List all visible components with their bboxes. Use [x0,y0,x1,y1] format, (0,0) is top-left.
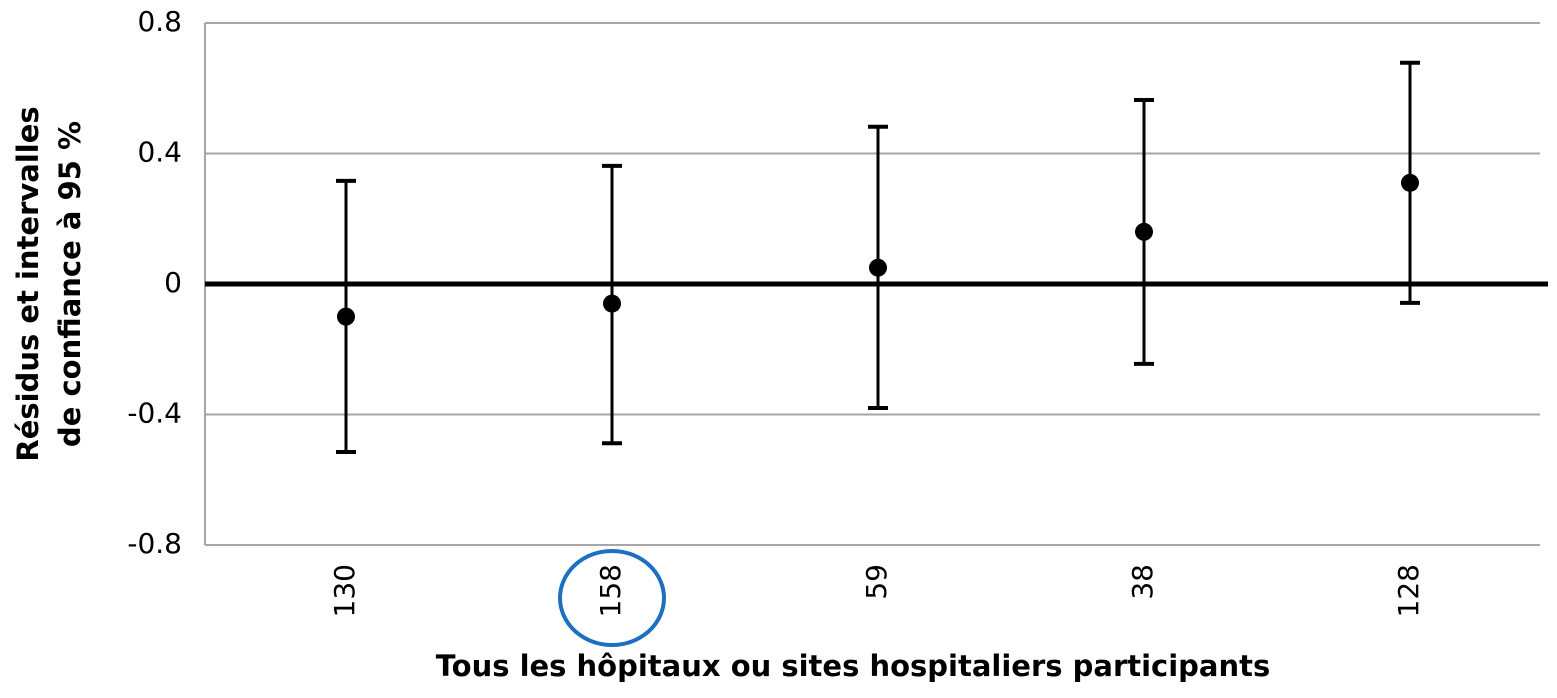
x-tick-label: 128 [1392,564,1425,617]
y-tick-label: 0 [164,266,182,299]
x-axis-title: Tous les hôpitaux ou sites hospitaliers … [436,649,1271,683]
marker [1401,173,1419,192]
marker [337,307,355,326]
y-axis-title: Résidus et intervalles [11,106,45,461]
y-tick-label: 0.4 [137,136,182,169]
x-tick-label: 38 [1126,564,1159,600]
y-tick-label: -0.8 [127,527,182,560]
y-tick-label: -0.4 [127,397,182,430]
marker [1135,222,1153,241]
y-tick-label: 0.8 [137,5,182,38]
marker [603,294,621,313]
marker [869,258,887,277]
x-tick-label: 158 [594,564,627,617]
y-axis-title: de confiance à 95 % [53,121,87,447]
x-tick-label: 59 [860,564,893,600]
highlight-circle [558,549,666,647]
x-tick-label: 130 [328,564,361,617]
